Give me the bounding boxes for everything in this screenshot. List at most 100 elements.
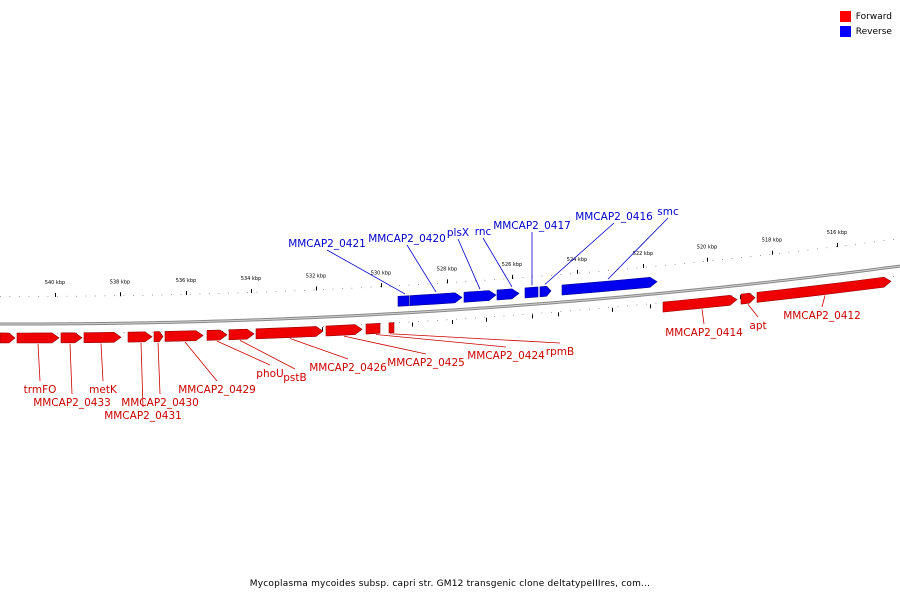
gene-arrow-phou xyxy=(164,330,204,342)
ruler-tick-label: 534 kbp xyxy=(241,276,261,282)
ruler-dot xyxy=(722,259,723,260)
leader-line-mmcap2_0431 xyxy=(140,342,144,408)
leader-line-mmcap2_0425 xyxy=(343,335,427,355)
ruler-dot xyxy=(370,286,372,288)
ruler-dot xyxy=(551,274,552,276)
lower-ruler-tick xyxy=(558,312,559,317)
lower-ruler-dot xyxy=(570,310,571,312)
gene-label-mmcap2_0433: MMCAP2_0433 xyxy=(33,397,111,409)
gene-label-rpmb: rpmB xyxy=(546,346,574,358)
ruler-dot xyxy=(513,277,514,279)
lower-ruler-dot xyxy=(627,305,628,307)
lower-ruler-dot xyxy=(399,322,400,324)
ruler-dot xyxy=(114,295,115,297)
gene-arrow-rpmb xyxy=(365,322,381,335)
ruler-dot xyxy=(874,241,875,243)
ruler-dot xyxy=(608,270,609,271)
ruler-dot xyxy=(836,246,837,247)
lower-ruler-dot xyxy=(465,318,467,319)
ruler-dot xyxy=(646,266,647,268)
gene-label-mmcap2_0430: MMCAP2_0430 xyxy=(121,397,199,409)
leader-line-mmcap2_0412 xyxy=(821,295,826,308)
ruler-dot xyxy=(560,274,562,275)
ruler-dot xyxy=(817,248,818,250)
ruler-tick xyxy=(707,257,708,262)
ruler-dot xyxy=(807,249,809,251)
lower-ruler-dot xyxy=(579,309,581,311)
ruler-dot xyxy=(731,258,733,259)
ruler-tick-label: 524 kbp xyxy=(567,257,587,263)
ruler-tick-label: 538 kbp xyxy=(110,279,130,285)
ruler-dot xyxy=(266,291,267,293)
ruler-dot xyxy=(133,295,134,296)
gene-label-trmfo: trmFO xyxy=(24,384,57,396)
ruler-dot xyxy=(9,295,11,297)
lower-ruler-tick xyxy=(532,314,533,319)
lower-ruler-dot xyxy=(608,307,609,308)
ruler-dot xyxy=(361,287,362,289)
ruler-dot xyxy=(190,293,191,295)
ruler-tick xyxy=(837,243,838,248)
gene-arrow-mmcap2_0433 xyxy=(16,332,60,344)
ruler-dot xyxy=(332,288,334,290)
lower-ruler-dot xyxy=(522,314,524,315)
lower-ruler-dot xyxy=(456,318,457,320)
lower-ruler-tick xyxy=(740,295,741,300)
gene-arrow-mmcap2_0417 xyxy=(539,285,552,298)
ruler-dot xyxy=(161,294,163,296)
lower-ruler-dot xyxy=(152,331,153,333)
ruler-dot xyxy=(342,288,343,290)
gene-arrow-mmcap2_0414 xyxy=(662,294,738,313)
gene-label-pstb: pstB xyxy=(283,372,306,384)
lower-ruler-dot xyxy=(532,313,533,315)
gene-arrow-metk xyxy=(60,332,83,344)
ruler-tick xyxy=(577,269,578,274)
ruler-dot xyxy=(237,292,239,294)
lower-ruler-dot xyxy=(636,304,638,306)
lower-ruler-dot xyxy=(560,311,562,312)
ruler-dot xyxy=(589,271,590,273)
gene-label-mmcap2_0426: MMCAP2_0426 xyxy=(309,362,387,374)
ruler-dot xyxy=(541,275,543,277)
lower-ruler-dot xyxy=(893,275,894,277)
lower-ruler-dot xyxy=(57,332,58,334)
lower-ruler-dot xyxy=(503,315,505,317)
ruler-dot xyxy=(855,243,856,245)
ruler-tick xyxy=(447,279,448,284)
ruler-dot xyxy=(47,295,49,297)
legend-item-reverse: Reverse xyxy=(839,24,892,39)
gene-label-mmcap2_0429: MMCAP2_0429 xyxy=(178,384,256,396)
gene-label-mmcap2_0421: MMCAP2_0421 xyxy=(288,238,366,250)
legend-swatch-forward xyxy=(839,11,851,22)
leader-line-mmcap2_0420 xyxy=(406,244,437,293)
ruler-tick-label: 532 kbp xyxy=(306,273,326,279)
ruler-dot xyxy=(617,269,619,271)
ruler-dot xyxy=(0,295,1,297)
gene-label-mmcap2_0417: MMCAP2_0417 xyxy=(493,220,571,232)
ruler-tick-label: 528 kbp xyxy=(437,266,457,272)
leader-line-smc xyxy=(607,217,669,280)
gene-arrow-pstb xyxy=(206,329,228,341)
gene-arrow-mmcap2_0421 xyxy=(397,295,410,307)
leader-line-trmfo xyxy=(37,343,41,382)
ruler-dot xyxy=(598,270,600,272)
lower-ruler-dot xyxy=(161,331,163,333)
ruler-dot xyxy=(142,294,144,296)
leader-line-mmcap2_0433 xyxy=(69,343,73,395)
ruler-tick xyxy=(186,290,187,295)
leader-line-phou xyxy=(216,340,271,366)
ruler-tick xyxy=(55,292,56,297)
leader-line-rpmb xyxy=(389,333,561,344)
leader-line-mmcap2_0414 xyxy=(701,309,705,325)
ruler-dot xyxy=(76,295,77,297)
legend-label-reverse: Reverse xyxy=(855,26,892,37)
lower-ruler-dot xyxy=(617,306,619,308)
lower-ruler-dot xyxy=(589,308,590,310)
leader-line-mmcap2_0426 xyxy=(289,338,349,360)
ruler-dot xyxy=(503,278,505,280)
ruler-dot xyxy=(28,295,30,297)
ruler-dot xyxy=(418,284,419,285)
ruler-dot xyxy=(712,260,714,261)
gene-arrow-mmcap2_0417 xyxy=(524,286,539,299)
ruler-tick xyxy=(316,286,317,291)
